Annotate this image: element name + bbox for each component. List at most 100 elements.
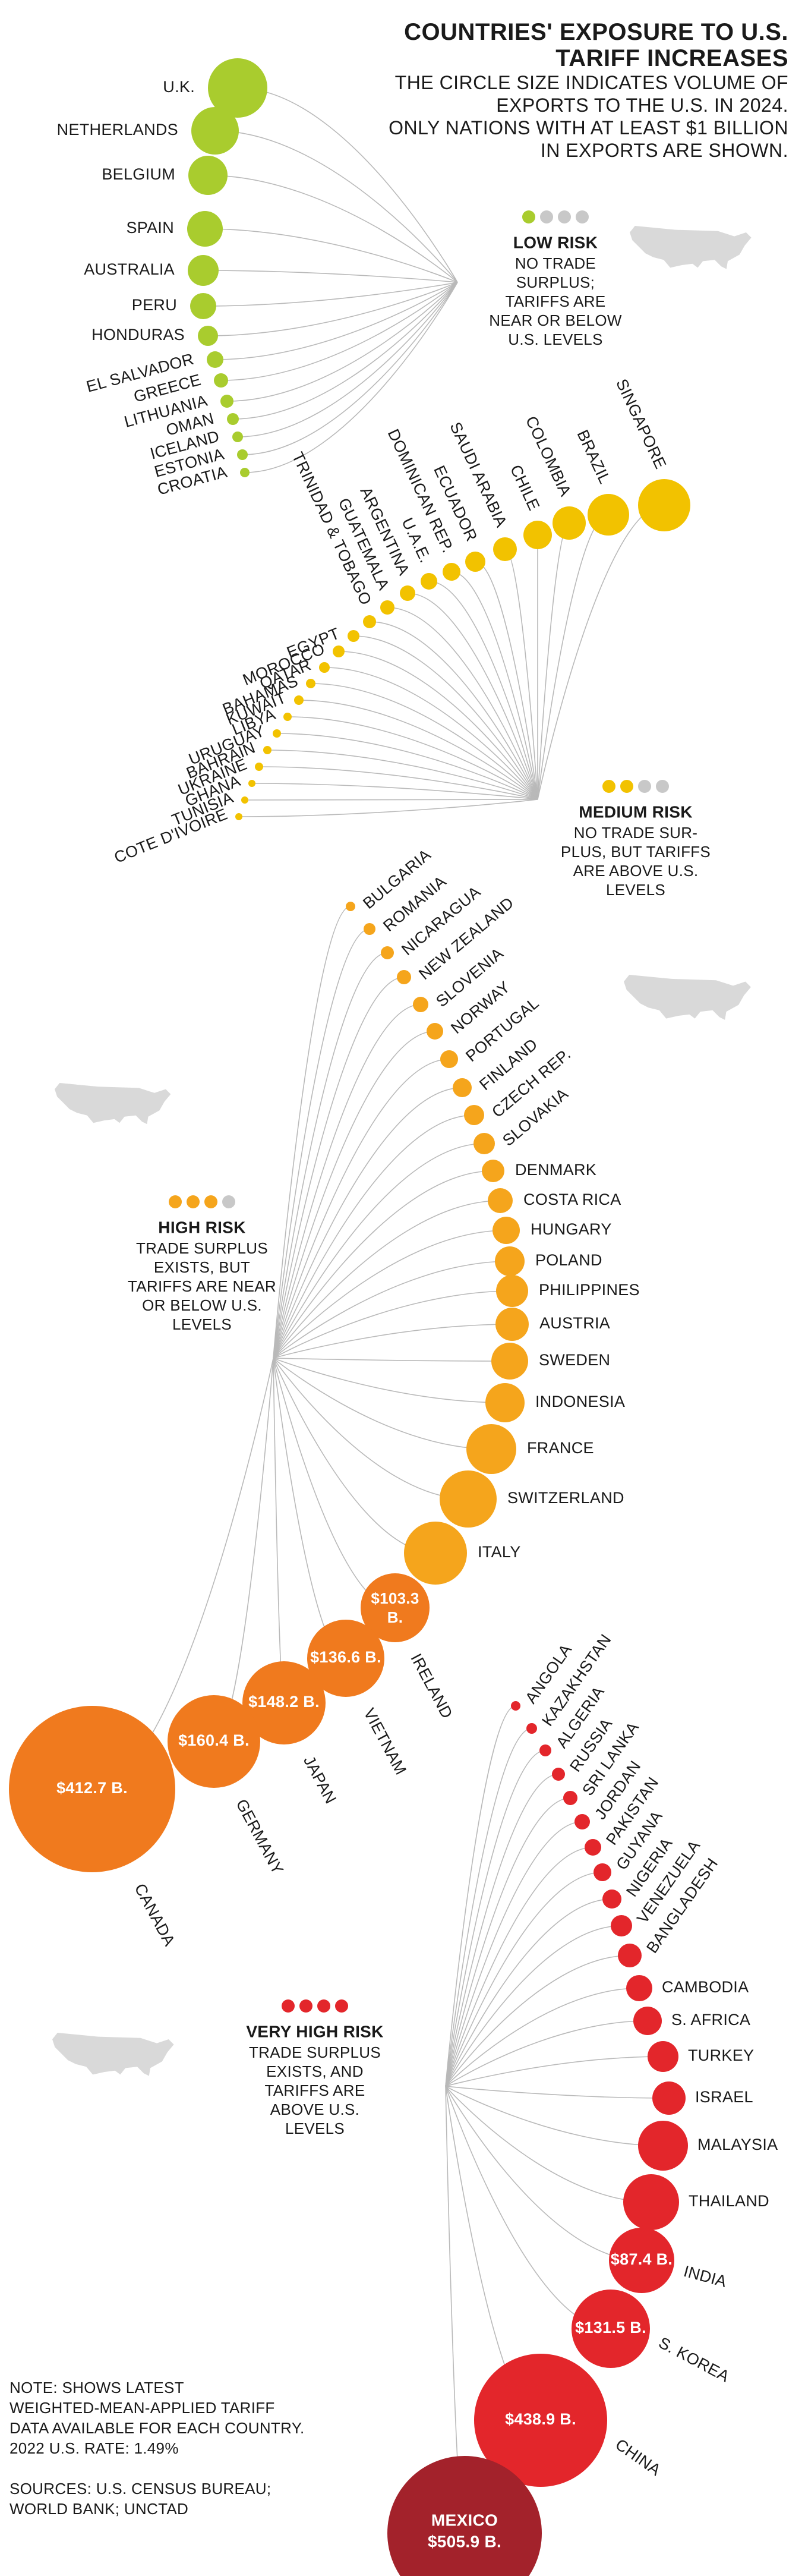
medium-risk-dot [602, 780, 615, 793]
bubble-very-high [511, 1701, 520, 1711]
bubble-high [485, 1383, 525, 1422]
sources-line: SOURCES: U.S. CENSUS BUREAU; [10, 2480, 272, 2498]
very_high-risk-title: VERY HIGH RISK [246, 2022, 383, 2040]
bubble-medium [255, 763, 263, 771]
low-risk-dot [540, 210, 553, 223]
high-INDONESIA-stem [273, 1358, 506, 1403]
bubble-low [237, 449, 248, 460]
bubble-very-high [611, 1915, 632, 1936]
low-risk-dot [522, 210, 535, 223]
bubble-very-high [585, 1839, 601, 1856]
low-OMAN-stem [232, 282, 458, 420]
medium-risk-dot [620, 780, 633, 793]
medium-risk-title: MEDIUM RISK [579, 802, 693, 821]
country-label: COSTA RICA [523, 1191, 621, 1208]
high-risk-title: HIGH RISK [158, 1218, 245, 1236]
high-risk-dot [204, 1195, 217, 1208]
low-PERU-stem [203, 282, 458, 307]
low-risk-desc: NO TRADE [515, 254, 596, 272]
low-CROATIA-stem [244, 282, 458, 473]
country-label: GERMANY [232, 1796, 287, 1877]
us-map-icon [55, 1083, 171, 1125]
bubble-low [208, 58, 267, 118]
medium-TRINIDAD & TOBAGO-stem [369, 621, 538, 800]
veryhigh-GUYANA-stem [445, 1872, 603, 2087]
bubble-medium [283, 713, 292, 721]
high-ROMANIA-stem [273, 928, 370, 1359]
high-FINLAND-stem [273, 1087, 463, 1359]
high-risk-dot [222, 1195, 235, 1208]
country-label: SPAIN [126, 219, 174, 237]
us-map-icon [630, 226, 752, 269]
bubble-high-large [307, 1620, 384, 1697]
medium-GHANA-stem [251, 783, 538, 800]
low-ICELAND-stem [237, 282, 458, 437]
country-label: MEXICO [431, 2511, 498, 2529]
low-LITHUANIA-stem [226, 282, 458, 402]
bubble-very-high [633, 2007, 662, 2035]
country-label: ITALY [478, 1543, 521, 1561]
high-POLAND-stem [273, 1261, 510, 1359]
high-risk-desc: TRADE SURPLUS [136, 1239, 268, 1257]
veryhigh-ALGERIA-stem [445, 1750, 546, 2087]
bubble-high [440, 1050, 458, 1068]
medium-GUATEMALA-stem [387, 607, 538, 800]
high-risk-desc: OR BELOW U.S. [142, 1296, 262, 1314]
veryhigh-THAILAND-stem [445, 2086, 652, 2203]
bubble-medium [465, 552, 485, 572]
bubble-high [491, 1343, 528, 1380]
veryhigh-S. KOREA-stem [445, 2086, 611, 2329]
high-ITALY-stem [273, 1358, 436, 1554]
country-label: DENMARK [515, 1161, 596, 1179]
bubble-high [493, 1217, 520, 1244]
medium-SAUDI ARABIA-stem [504, 549, 538, 800]
medium-risk-dot [656, 780, 669, 793]
low-risk-desc: NEAR OR BELOW [489, 311, 622, 329]
medium-COLOMBIA-stem [537, 522, 570, 800]
country-label: AUSTRALIA [84, 260, 175, 278]
value-label: $160.4 B. [178, 1731, 250, 1749]
veryhigh-VENEZUELA-stem [445, 1925, 622, 2087]
us-map-icon [52, 2033, 174, 2076]
very_high-risk-dot [317, 1999, 330, 2013]
high-COSTA RICA-stem [273, 1200, 501, 1359]
bubble-high [488, 1188, 513, 1213]
high-risk-dot [187, 1195, 200, 1208]
very_high-risk-desc: EXISTS, AND [266, 2062, 364, 2080]
medium-U.A.E.-stem [428, 581, 538, 800]
country-label: POLAND [535, 1251, 602, 1269]
value-label: $148.2 B. [248, 1693, 320, 1711]
bubble-high [482, 1160, 504, 1182]
bubble-low [188, 156, 228, 195]
country-label: INDONESIA [535, 1393, 625, 1410]
very_high-risk-desc: ABOVE U.S. [270, 2101, 359, 2118]
bubble-medium [273, 729, 281, 738]
value-label: $87.4 B. [611, 2250, 673, 2268]
medium-ARGENTINA-stem [407, 593, 538, 800]
low-risk-dot [576, 210, 589, 223]
bubble-very-high [638, 2121, 688, 2171]
chart-subtitle: THE CIRCLE SIZE INDICATES VOLUME OF EXPO… [389, 71, 788, 162]
country-label: HONDURAS [91, 326, 185, 344]
country-label: U.K. [163, 78, 195, 96]
medium-BAHRAIN-stem [267, 750, 538, 800]
bubble-low [207, 351, 223, 368]
country-label: S. KOREA [656, 2333, 733, 2385]
bubble-medium [443, 563, 460, 581]
bubble-low [232, 432, 243, 442]
bubble-medium [235, 813, 242, 820]
high-PORTUGAL-stem [273, 1059, 450, 1359]
label-layer: U.K. NETHERLANDS BELGIUM SPAIN AUSTRALIA PERU… [56, 78, 778, 2550]
medium-LIBYA-stem [287, 716, 538, 800]
medium-COTE D'IVOIRE-stem [238, 799, 538, 817]
subtitle-line: ONLY NATIONS WITH AT LEAST $1 BILLION [389, 117, 788, 138]
bubble-high [440, 1470, 497, 1528]
bubble-very-high-large [609, 2228, 674, 2293]
low-SPAIN-stem [204, 228, 458, 283]
country-label: CAMBODIA [662, 1978, 749, 1996]
bubble-medium [263, 746, 272, 754]
bubble-high [495, 1246, 525, 1276]
note-line: NOTE: SHOWS LATEST [10, 2379, 184, 2397]
bubble-medium [363, 615, 376, 628]
